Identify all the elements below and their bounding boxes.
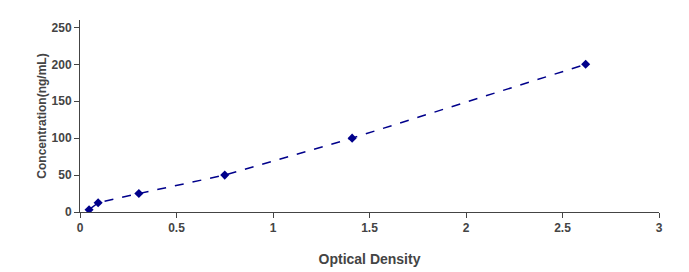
svg-text:100: 100: [52, 131, 72, 145]
svg-text:0: 0: [77, 221, 84, 235]
svg-text:1.5: 1.5: [361, 221, 378, 235]
svg-text:50: 50: [58, 168, 72, 182]
svg-text:150: 150: [52, 94, 72, 108]
svg-text:0.5: 0.5: [168, 221, 185, 235]
svg-text:Optical Density: Optical Density: [319, 251, 421, 267]
svg-text:250: 250: [52, 21, 72, 35]
svg-text:2: 2: [463, 221, 470, 235]
svg-text:1: 1: [270, 221, 277, 235]
svg-text:2.5: 2.5: [554, 221, 571, 235]
svg-text:200: 200: [52, 58, 72, 72]
svg-text:3: 3: [656, 221, 663, 235]
svg-text:Concentration(ng/mL): Concentration(ng/mL): [35, 53, 49, 178]
svg-text:0: 0: [65, 205, 72, 219]
